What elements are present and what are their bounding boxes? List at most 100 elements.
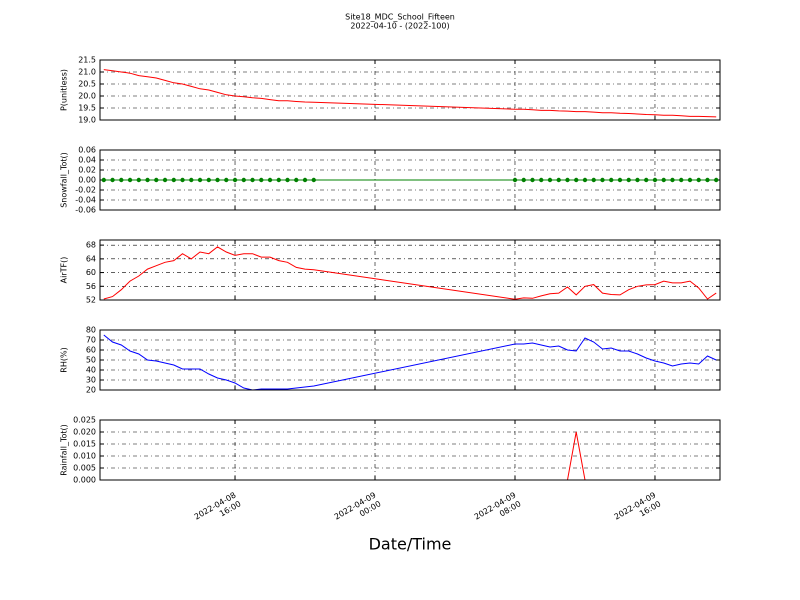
marker xyxy=(521,177,526,183)
y-tick-label: 0.04 xyxy=(78,156,96,165)
axes-frame xyxy=(99,419,721,481)
axes-frame xyxy=(99,239,721,301)
y-tick-label: 0.025 xyxy=(73,416,96,425)
y-tick-label: 0.015 xyxy=(73,440,96,449)
marker xyxy=(565,177,570,183)
line xyxy=(103,69,717,118)
marker xyxy=(224,177,229,183)
x-tick-label: 2022-04-0816:00 xyxy=(193,490,243,530)
y-axis-label: Rainfall_Tot() xyxy=(60,424,69,476)
y-tick-label: 20 xyxy=(86,386,96,395)
line xyxy=(103,246,717,300)
y-tick-label: -0.04 xyxy=(75,196,96,205)
marker xyxy=(635,177,640,183)
marker xyxy=(215,177,220,183)
y-tick-label: 20.0 xyxy=(78,92,96,101)
marker xyxy=(644,177,649,183)
y-tick-label: 50 xyxy=(86,356,96,365)
y-tick-label: -0.06 xyxy=(75,206,96,215)
y-tick-label: 0.005 xyxy=(73,464,96,473)
x-axis-label: Date/Time xyxy=(369,535,452,554)
marker xyxy=(127,177,133,183)
y-tick-label: 56 xyxy=(86,282,96,291)
x-tick-label: 2022-04-0900:00 xyxy=(332,490,382,530)
marker xyxy=(311,177,316,183)
marker xyxy=(574,177,579,183)
marker xyxy=(259,177,264,183)
marker xyxy=(276,177,281,183)
y-tick-label: 80 xyxy=(86,326,96,335)
y-tick-label: 21.5 xyxy=(78,56,96,65)
marker xyxy=(136,177,141,183)
marker xyxy=(110,177,115,183)
marker xyxy=(714,177,719,183)
axes-frame xyxy=(99,329,721,391)
marker xyxy=(197,177,203,183)
marker xyxy=(679,177,684,183)
marker xyxy=(302,177,308,183)
y-tick-label: 70 xyxy=(86,336,96,345)
chart-subtitle: 2022-04-10 - (2022-100) xyxy=(350,22,449,31)
marker xyxy=(626,177,631,183)
marker xyxy=(617,177,623,183)
marker xyxy=(600,177,605,183)
y-tick-label: 21.0 xyxy=(78,68,96,77)
x-tick-label: 2022-04-0908:00 xyxy=(472,490,522,530)
y-axis-label: Snowfall_Tot() xyxy=(60,152,69,208)
marker xyxy=(696,177,701,183)
y-tick-label: 60 xyxy=(86,346,96,355)
axes-frame xyxy=(99,59,721,121)
y-tick-label: 0.000 xyxy=(73,476,96,485)
y-tick-label: 52 xyxy=(86,296,96,305)
y-tick-label: 0.00 xyxy=(78,176,96,185)
marker xyxy=(591,177,596,183)
marker xyxy=(705,177,710,183)
y-tick-label: 19.5 xyxy=(78,104,96,113)
marker xyxy=(232,177,238,183)
marker xyxy=(180,177,185,183)
marker xyxy=(162,177,168,183)
y-axis-label: RH(%) xyxy=(60,347,69,372)
marker xyxy=(539,177,544,183)
marker xyxy=(250,177,255,183)
marker xyxy=(145,177,150,183)
marker xyxy=(661,177,666,183)
marker xyxy=(670,177,675,183)
marker xyxy=(101,177,106,183)
marker xyxy=(556,177,561,183)
marker xyxy=(609,177,614,183)
marker xyxy=(285,177,290,183)
y-tick-label: 0.02 xyxy=(78,166,96,175)
line xyxy=(103,334,717,391)
y-tick-label: 20.5 xyxy=(78,80,96,89)
marker xyxy=(512,177,518,183)
marker xyxy=(189,177,194,183)
y-tick-label: 64 xyxy=(86,254,96,263)
y-tick-label: 19.0 xyxy=(78,116,96,125)
marker xyxy=(687,177,693,183)
chart-title: Site18_MDC_School_Fifteen xyxy=(345,13,455,22)
marker xyxy=(154,177,159,183)
y-tick-label: 40 xyxy=(86,366,96,375)
y-tick-label: 0.020 xyxy=(73,428,96,437)
x-tick-label: 2022-04-0916:00 xyxy=(612,490,662,530)
marker xyxy=(547,177,553,183)
y-axis-label: AirTF() xyxy=(60,257,69,284)
marker xyxy=(582,177,588,183)
marker xyxy=(267,177,273,183)
y-tick-label: 60 xyxy=(86,268,96,277)
axes-frame xyxy=(99,149,721,211)
y-tick-label: 0.06 xyxy=(78,146,96,155)
y-tick-label: 68 xyxy=(86,241,96,250)
y-axis-label: P(unitless) xyxy=(60,69,69,111)
marker xyxy=(294,177,299,183)
marker xyxy=(171,177,176,183)
y-tick-label: -0.02 xyxy=(75,186,96,195)
marker xyxy=(652,177,658,183)
marker xyxy=(206,177,211,183)
marker xyxy=(530,177,535,183)
marker xyxy=(119,177,124,183)
y-tick-label: 0.010 xyxy=(73,452,96,461)
y-tick-label: 30 xyxy=(86,376,96,385)
